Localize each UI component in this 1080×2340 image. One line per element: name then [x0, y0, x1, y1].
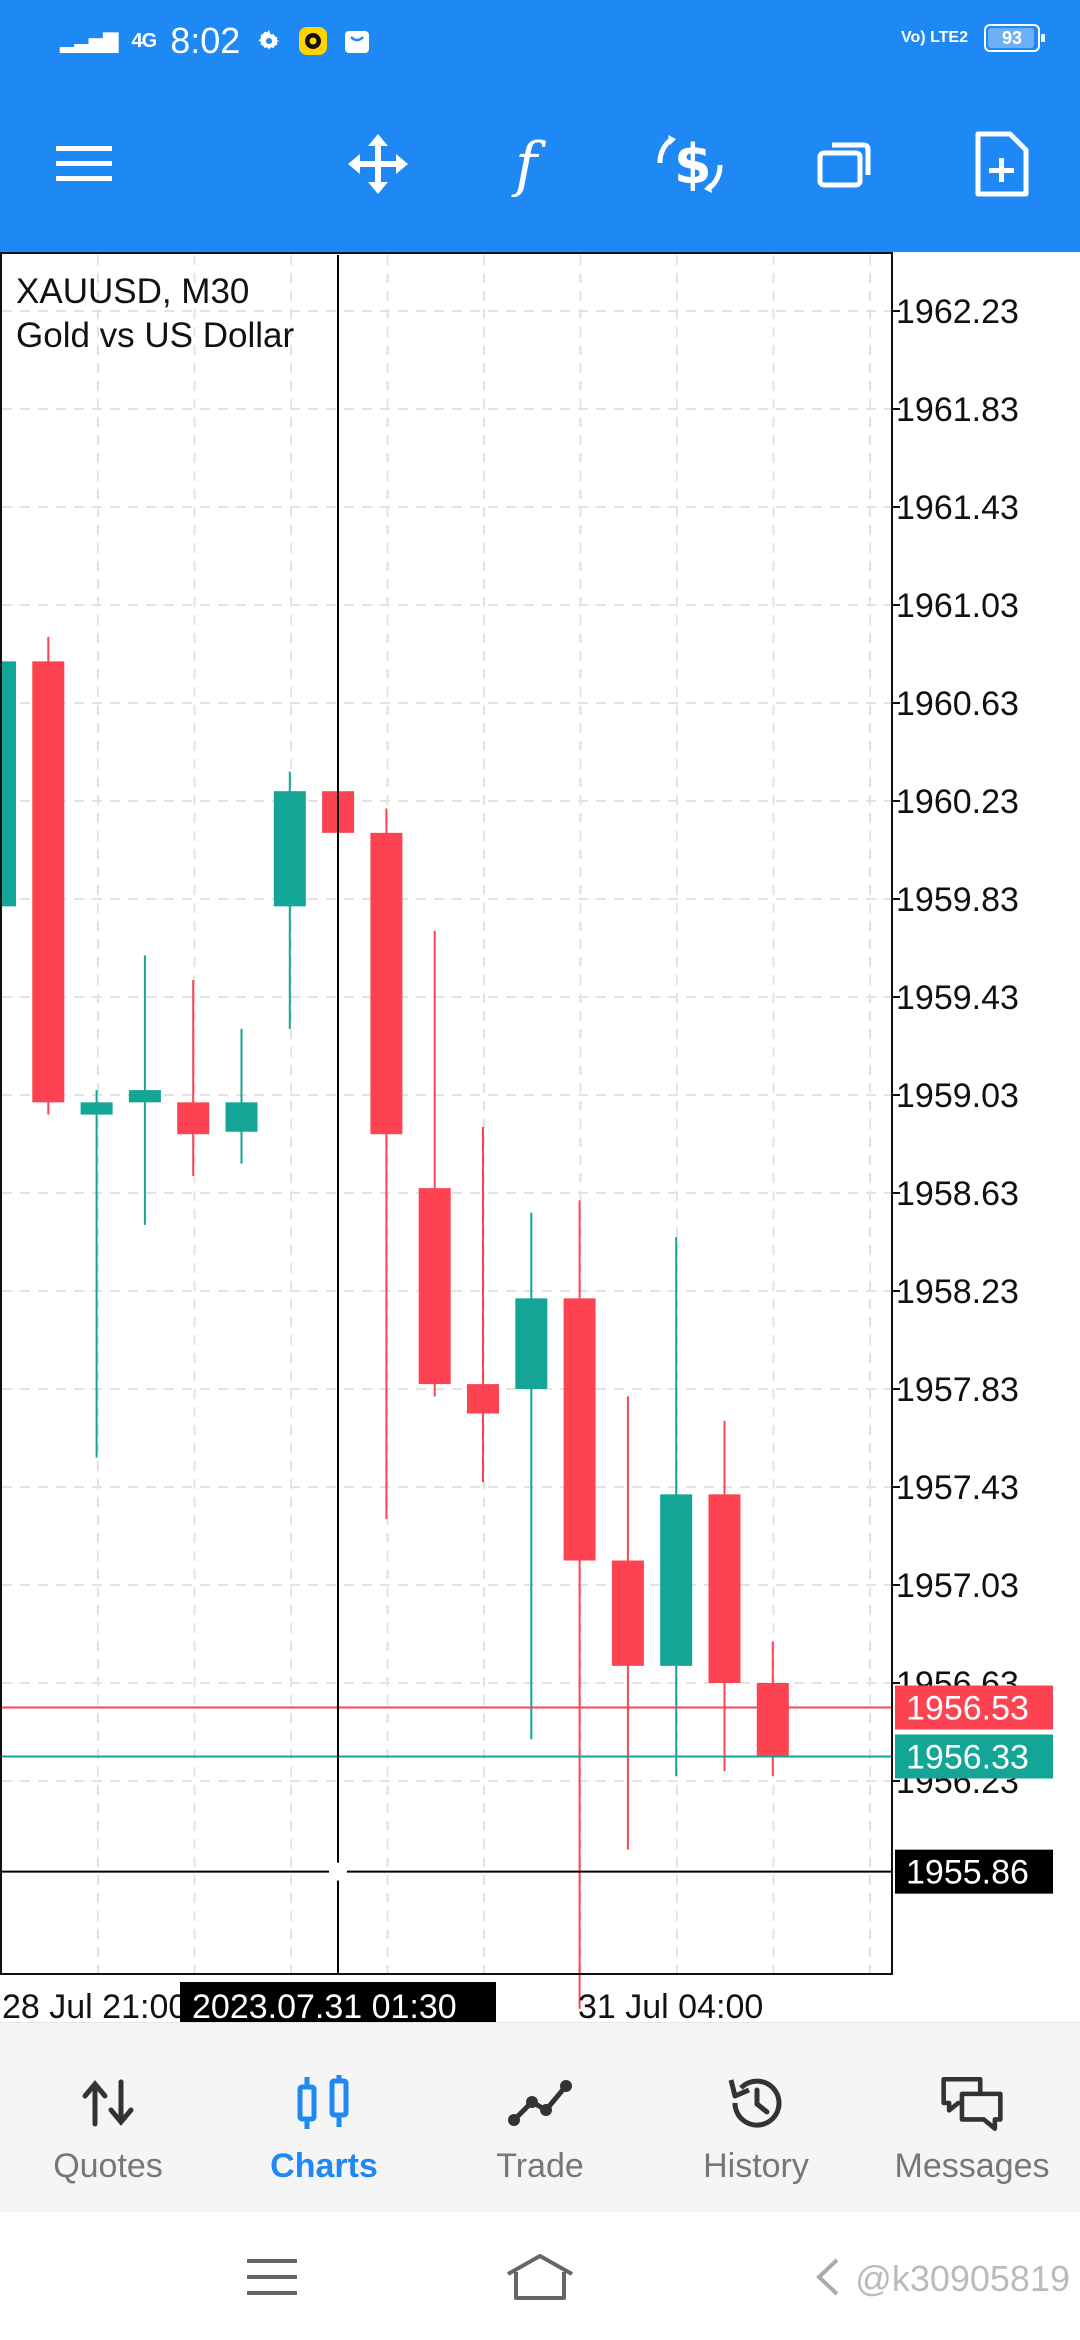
- candle-body: [80, 1102, 113, 1115]
- new-order-icon[interactable]: [962, 124, 1042, 204]
- indicators-f-icon[interactable]: f: [494, 124, 574, 204]
- time-label: 31 Jul 04:00: [578, 1988, 763, 2022]
- watermark: @k30905819: [855, 2258, 1070, 2299]
- settings-gear-icon: [254, 26, 284, 56]
- trade-line-icon: [508, 2071, 572, 2135]
- candle-body: [177, 1102, 210, 1135]
- crosshair-center: [329, 1862, 347, 1881]
- history-clock-icon: [724, 2071, 788, 2135]
- nav-messages-label: Messages: [894, 2147, 1050, 2185]
- candle-body: [225, 1102, 258, 1132]
- price-tick-label: 1958.23: [896, 1273, 1019, 1311]
- chart-toolbar: f $: [0, 84, 1080, 252]
- messages-chat-icon: [940, 2071, 1004, 2135]
- charts-candles-icon: [292, 2071, 356, 2135]
- price-tick-label: 1962.23: [896, 293, 1019, 331]
- candle-body: [128, 1090, 161, 1103]
- nav-trade-label: Trade: [496, 2147, 584, 2185]
- candle-body: [563, 1298, 596, 1561]
- price-tick-label: 1957.43: [896, 1469, 1019, 1507]
- candle-body: [611, 1560, 644, 1666]
- nav-quotes-label: Quotes: [53, 2147, 163, 2185]
- nav-charts[interactable]: Charts: [216, 2023, 432, 2212]
- crosshair-time-label: 2023.07.31 01:30: [192, 1988, 457, 2022]
- crosshair-price-label: 1955.86: [906, 1854, 1029, 1892]
- bottom-navigation: Quotes Charts Trade History Messages: [0, 2022, 1080, 2212]
- recent-apps-icon[interactable]: [232, 2242, 312, 2312]
- clock: 8:02: [170, 20, 241, 61]
- signal-icon: ▂▃▅▇: [60, 30, 119, 53]
- price-tick-label: 1961.03: [896, 587, 1019, 625]
- price-tick-label: 1961.43: [896, 489, 1019, 527]
- battery-icon: 93: [984, 24, 1045, 52]
- volte-indicator: Vo) LTE2: [901, 29, 968, 46]
- system-navigation: @k30905819: [0, 2212, 1080, 2340]
- candle-body: [0, 661, 16, 907]
- chart-title: XAUUSD, M30 Gold vs US Dollar: [16, 270, 294, 358]
- crosshair-move-icon[interactable]: [338, 124, 418, 204]
- price-tick-label: 1957.83: [896, 1371, 1019, 1409]
- nav-quotes[interactable]: Quotes: [0, 2023, 216, 2212]
- price-tick-label: 1958.63: [896, 1175, 1019, 1213]
- bag-notification-icon: [342, 26, 372, 56]
- app-notification-icon: [298, 26, 328, 56]
- candle-body: [756, 1683, 789, 1757]
- candle-body: [708, 1494, 741, 1683]
- crosshair-time-badge: [180, 1982, 496, 2022]
- price-tick-label: 1960.63: [896, 685, 1019, 723]
- svg-text:f: f: [511, 131, 547, 197]
- price-chart[interactable]: 1962.23 1961.83 1961.43 1961.03 1960.63 1960.…: [0, 252, 1080, 2022]
- home-icon[interactable]: [500, 2242, 580, 2312]
- nav-charts-label: Charts: [270, 2147, 378, 2185]
- price-tick-label: 1959.43: [896, 979, 1019, 1017]
- status-bar: ▂▃▅▇ 4G 8:02 Vo) LTE2 93: [0, 0, 1080, 84]
- svg-text:$: $: [674, 133, 712, 196]
- ask-price-badge: [895, 1734, 1053, 1779]
- nav-messages[interactable]: Messages: [864, 2023, 1080, 2212]
- crosshair-price-badge: [895, 1849, 1053, 1894]
- time-label: 28 Jul 21:00: [2, 1988, 187, 2022]
- menu-icon[interactable]: [44, 124, 124, 204]
- back-icon[interactable]: [790, 2242, 870, 2312]
- candle-body: [660, 1494, 693, 1666]
- price-tick-label: 1961.83: [896, 391, 1019, 429]
- price-tick-label: 1959.03: [896, 1077, 1019, 1115]
- price-tick-label: 1957.03: [896, 1567, 1019, 1605]
- price-tick-label: 1960.23: [896, 783, 1019, 821]
- symbol-timeframe: XAUUSD, M30: [16, 272, 250, 311]
- windows-icon[interactable]: [806, 124, 886, 204]
- quotes-arrows-icon: [76, 2071, 140, 2135]
- nav-history[interactable]: History: [648, 2023, 864, 2212]
- price-tick-label: 1959.83: [896, 881, 1019, 919]
- candlestick-chart[interactable]: 1962.23 1961.83 1961.43 1961.03 1960.63 1960.…: [0, 252, 1080, 2022]
- network-type: 4G: [131, 29, 158, 52]
- nav-trade[interactable]: Trade: [432, 2023, 648, 2212]
- ask-price-label: 1956.33: [906, 1739, 1029, 1777]
- candle-body: [32, 661, 65, 1103]
- trade-dollar-icon[interactable]: $: [650, 124, 730, 204]
- candle-body: [467, 1384, 499, 1414]
- bid-price-label: 1956.53: [906, 1690, 1029, 1728]
- candle-body: [515, 1298, 548, 1389]
- nav-history-label: History: [703, 2147, 809, 2185]
- plot-border: [0, 252, 893, 1975]
- candle-body: [418, 1188, 451, 1385]
- symbol-description: Gold vs US Dollar: [16, 316, 295, 355]
- candle-body: [370, 832, 403, 1135]
- candle-body: [273, 791, 306, 907]
- bid-price-badge: [895, 1685, 1053, 1730]
